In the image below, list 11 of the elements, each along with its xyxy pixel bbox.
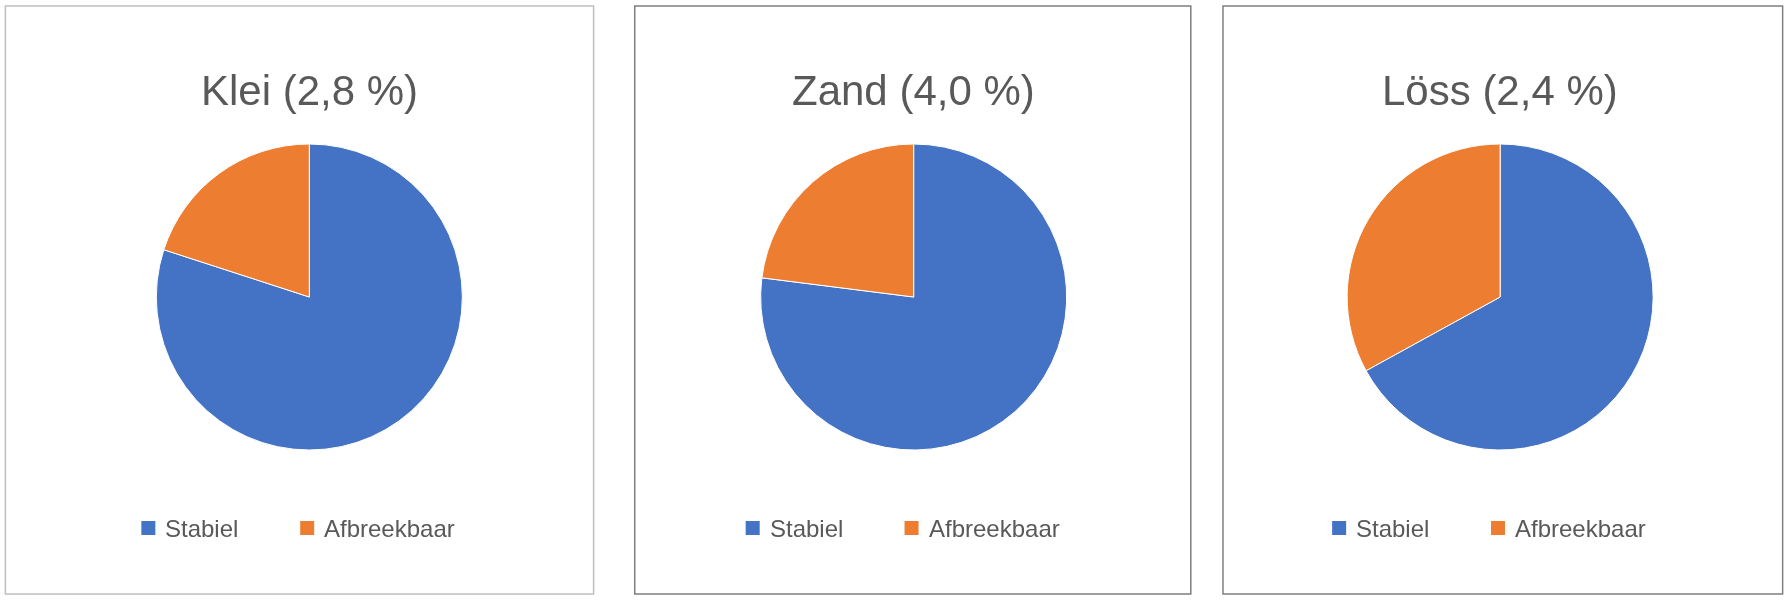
- legend-label: Afbreekbaar: [324, 515, 455, 542]
- legend-label: Stabiel: [1356, 515, 1430, 542]
- chart-title: Zand (4,0 %): [792, 67, 1035, 114]
- chart-title: Löss (2,4 %): [1382, 67, 1618, 114]
- legend-label: Afbreekbaar: [1515, 515, 1646, 542]
- pie-slice: [760, 143, 1068, 451]
- legend-label: Afbreekbaar: [929, 515, 1060, 542]
- chart-title: Klei (2,8 %): [201, 67, 419, 114]
- pie-slice: [156, 143, 463, 451]
- legend-label: Stabiel: [165, 515, 239, 542]
- legend-label: Stabiel: [770, 515, 844, 542]
